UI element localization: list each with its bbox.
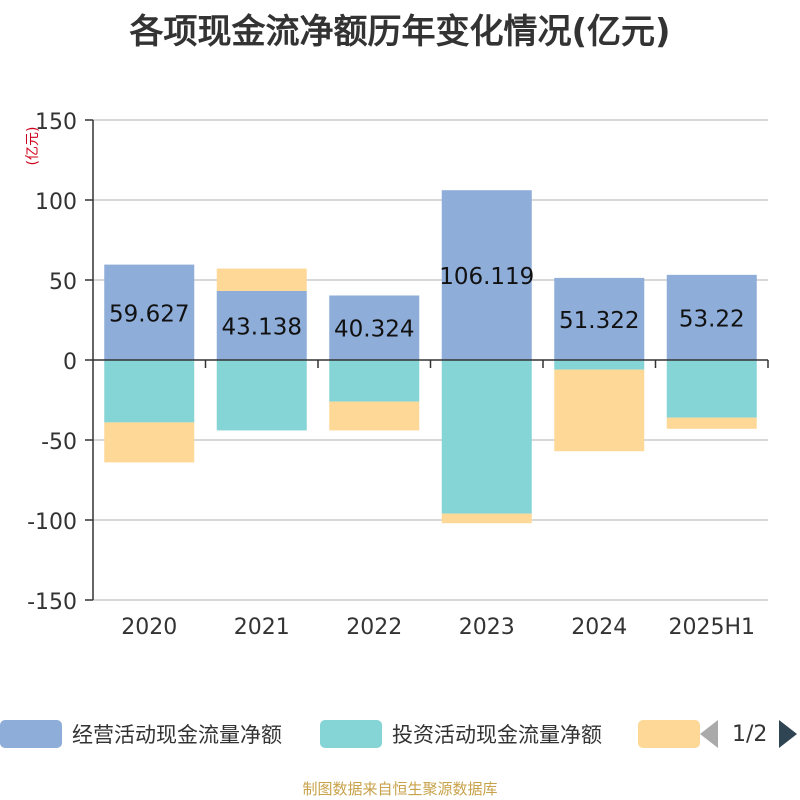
y-tick-label: 150	[35, 110, 77, 135]
bar	[329, 360, 420, 402]
x-tick-label: 2023	[459, 615, 515, 640]
pager-next-icon[interactable]	[779, 720, 798, 748]
chart-plot: 150 100 50 0 -50 -100 -150 (亿元) 2020 2021 2022 2023…	[25, 110, 769, 640]
legend-item[interactable]	[638, 714, 710, 754]
bar	[216, 360, 307, 431]
x-tick-label: 2020	[121, 615, 177, 640]
data-label: 40.324	[334, 317, 414, 343]
data-labels: 59.627 43.138 40.324 106.119 51.322 53.22	[109, 264, 745, 343]
legend-label: 投资活动现金流量净额	[392, 723, 602, 747]
data-label: 53.22	[679, 306, 745, 332]
data-label: 106.119	[439, 264, 534, 290]
bar	[216, 290, 307, 360]
bar	[329, 401, 420, 431]
axes: 150 100 50 0 -50 -100 -150 (亿元) 2020 2021 2022 2023…	[25, 110, 769, 640]
x-tick-label: 2025H1	[668, 615, 755, 640]
source-note: 制图数据来自恒生聚源数据库	[302, 780, 498, 798]
bar	[666, 274, 757, 360]
pager-text: 1/2	[732, 721, 768, 747]
legend-swatch	[320, 720, 382, 748]
x-tick-label: 2024	[571, 615, 627, 640]
bar	[441, 190, 532, 360]
legend-swatch	[0, 720, 62, 748]
y-tick-label: -100	[27, 510, 77, 535]
y-tick-label: -50	[41, 430, 77, 455]
bar	[441, 513, 532, 524]
bar	[329, 295, 420, 360]
bar	[666, 417, 757, 429]
chart-title: 各项现金流净额历年变化情况(亿元)	[129, 12, 671, 52]
y-tick-label: 0	[63, 350, 77, 375]
bar	[104, 264, 195, 360]
pager-prev-icon[interactable]	[700, 720, 718, 748]
y-tick-label: 100	[35, 190, 77, 215]
data-label: 51.322	[559, 308, 639, 334]
legend-item[interactable]: 经营活动现金流量净额	[0, 714, 282, 754]
y-axis-label: (亿元)	[25, 127, 41, 166]
legend-pager: 1/2	[700, 714, 798, 754]
legend-item[interactable]: 投资活动现金流量净额	[320, 714, 602, 754]
data-label: 59.627	[109, 301, 189, 327]
bar	[554, 277, 645, 360]
bar	[441, 360, 532, 514]
y-tick-label: 50	[49, 270, 77, 295]
x-tick-label: 2021	[234, 615, 290, 640]
bar	[104, 360, 195, 423]
legend-swatch	[638, 720, 700, 748]
legend: 经营活动现金流量净额 投资活动现金流量净额	[0, 714, 800, 754]
legend-label: 经营活动现金流量净额	[72, 723, 282, 747]
grid-lines	[93, 119, 768, 601]
bars	[104, 190, 757, 524]
bar	[554, 360, 645, 370]
data-label: 43.138	[222, 314, 302, 340]
bar	[666, 360, 757, 418]
x-tick-label: 2022	[346, 615, 402, 640]
bar	[554, 369, 645, 452]
y-tick-label: -150	[27, 590, 77, 615]
bar	[216, 268, 307, 291]
bar	[104, 422, 195, 463]
